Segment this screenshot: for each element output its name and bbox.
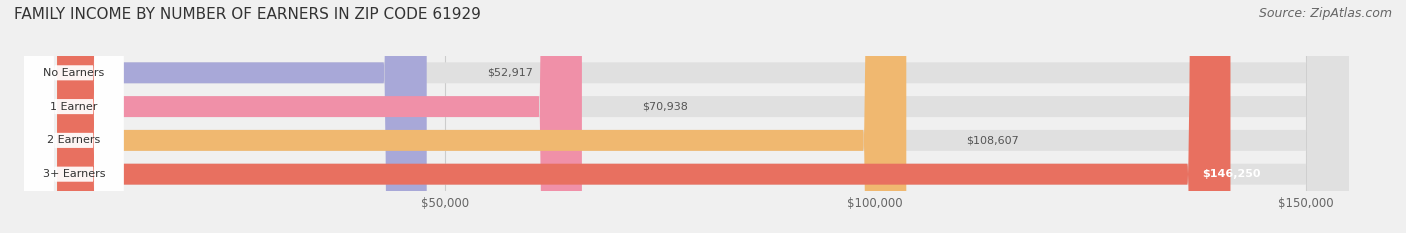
Text: $52,917: $52,917 [486, 68, 533, 78]
Text: 1 Earner: 1 Earner [51, 102, 97, 112]
FancyBboxPatch shape [58, 0, 1348, 233]
Text: $70,938: $70,938 [643, 102, 688, 112]
FancyBboxPatch shape [24, 0, 124, 233]
Text: 3+ Earners: 3+ Earners [42, 169, 105, 179]
FancyBboxPatch shape [58, 0, 582, 233]
FancyBboxPatch shape [24, 0, 124, 233]
FancyBboxPatch shape [58, 0, 1348, 233]
Text: 2 Earners: 2 Earners [48, 135, 101, 145]
FancyBboxPatch shape [58, 0, 907, 233]
FancyBboxPatch shape [24, 0, 124, 233]
Text: $146,250: $146,250 [1202, 169, 1261, 179]
FancyBboxPatch shape [58, 0, 1348, 233]
FancyBboxPatch shape [58, 0, 426, 233]
FancyBboxPatch shape [58, 0, 1230, 233]
Text: No Earners: No Earners [44, 68, 104, 78]
Text: Source: ZipAtlas.com: Source: ZipAtlas.com [1258, 7, 1392, 20]
FancyBboxPatch shape [58, 0, 1348, 233]
Text: FAMILY INCOME BY NUMBER OF EARNERS IN ZIP CODE 61929: FAMILY INCOME BY NUMBER OF EARNERS IN ZI… [14, 7, 481, 22]
Text: $108,607: $108,607 [966, 135, 1019, 145]
FancyBboxPatch shape [24, 0, 124, 233]
